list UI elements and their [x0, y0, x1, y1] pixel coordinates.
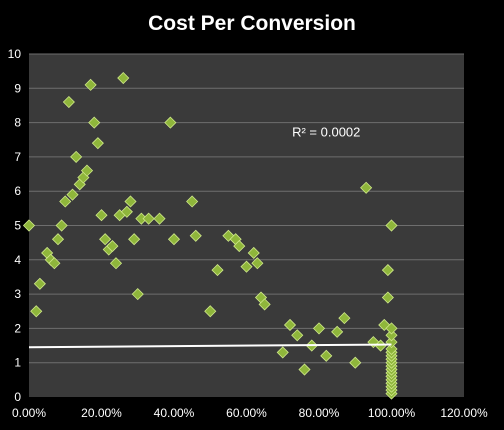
data-point [312, 322, 326, 335]
data-point [153, 212, 166, 225]
data-point [164, 116, 177, 129]
data-point [117, 71, 130, 85]
y-tick-label: 8 [14, 116, 21, 130]
data-point [62, 95, 75, 109]
y-tick-label: 5 [14, 219, 21, 233]
chart-title: Cost Per Conversion [148, 12, 356, 35]
data-point [385, 342, 398, 356]
data-point [298, 363, 311, 376]
grid-lines [29, 53, 464, 364]
data-point [385, 219, 398, 232]
x-tick-label: 120.00% [440, 406, 488, 420]
y-tick-label: 9 [14, 81, 21, 95]
data-point [233, 240, 246, 253]
data-point [360, 181, 373, 194]
data-point [211, 264, 224, 277]
data-point [349, 356, 362, 369]
y-tick-label: 4 [14, 253, 21, 267]
x-tick-label: 40.00% [154, 406, 195, 420]
data-point [258, 298, 271, 311]
data-point [283, 318, 297, 332]
r-squared-annotation: R² = 0.0002 [292, 124, 360, 139]
y-tick-label: 3 [14, 287, 21, 301]
data-point [22, 219, 36, 232]
data-point [33, 277, 46, 290]
data-point [204, 305, 217, 318]
data-point [66, 188, 79, 201]
y-tick-label: 10 [8, 47, 22, 61]
data-point [247, 246, 260, 260]
data-point [331, 325, 344, 338]
data-point [48, 257, 61, 270]
data-point [131, 288, 144, 301]
data-point [385, 329, 398, 342]
data-point [142, 212, 155, 225]
y-axis-ticks: 0 1 2 3 4 5 6 7 8 9 10 [8, 47, 22, 404]
data-point [91, 137, 104, 150]
data-point [276, 346, 289, 359]
data-point [128, 233, 141, 246]
data-point [30, 305, 43, 318]
x-axis-ticks: 0.00% 20.00% 40.00% 60.00% 80.00% 100.00% 120.… [12, 406, 488, 420]
data-point [251, 257, 264, 270]
x-tick-label: 60.00% [226, 406, 267, 420]
y-tick-label: 2 [14, 321, 21, 335]
data-point [167, 233, 181, 246]
x-tick-label: 0.00% [12, 406, 46, 420]
x-tick-label: 20.00% [81, 406, 122, 420]
data-point [99, 233, 112, 246]
data-point [70, 150, 83, 163]
x-tick-label: 80.00% [299, 406, 340, 420]
data-point [381, 264, 394, 277]
data-point [109, 257, 123, 270]
x-tick-label: 100.00% [368, 406, 416, 420]
data-point [55, 219, 68, 232]
data-point [51, 233, 65, 246]
data-point [189, 229, 202, 242]
data-point [106, 240, 119, 253]
data-point [124, 195, 137, 208]
data-point [385, 322, 398, 335]
data-point [381, 291, 394, 304]
y-tick-label: 1 [14, 356, 21, 370]
data-point [338, 312, 351, 325]
data-point [59, 195, 72, 208]
trendline [28, 343, 392, 349]
data-point [320, 349, 333, 362]
y-tick-label: 7 [14, 150, 21, 164]
data-point [186, 195, 199, 208]
data-point [120, 205, 133, 218]
data-point [88, 116, 101, 129]
data-point [80, 164, 94, 177]
y-tick-label: 6 [14, 184, 21, 198]
data-point [291, 329, 304, 342]
data-points [22, 71, 398, 400]
data-point [84, 78, 97, 91]
data-point [95, 209, 108, 222]
y-tick-label: 0 [14, 390, 21, 404]
data-point [240, 260, 253, 273]
